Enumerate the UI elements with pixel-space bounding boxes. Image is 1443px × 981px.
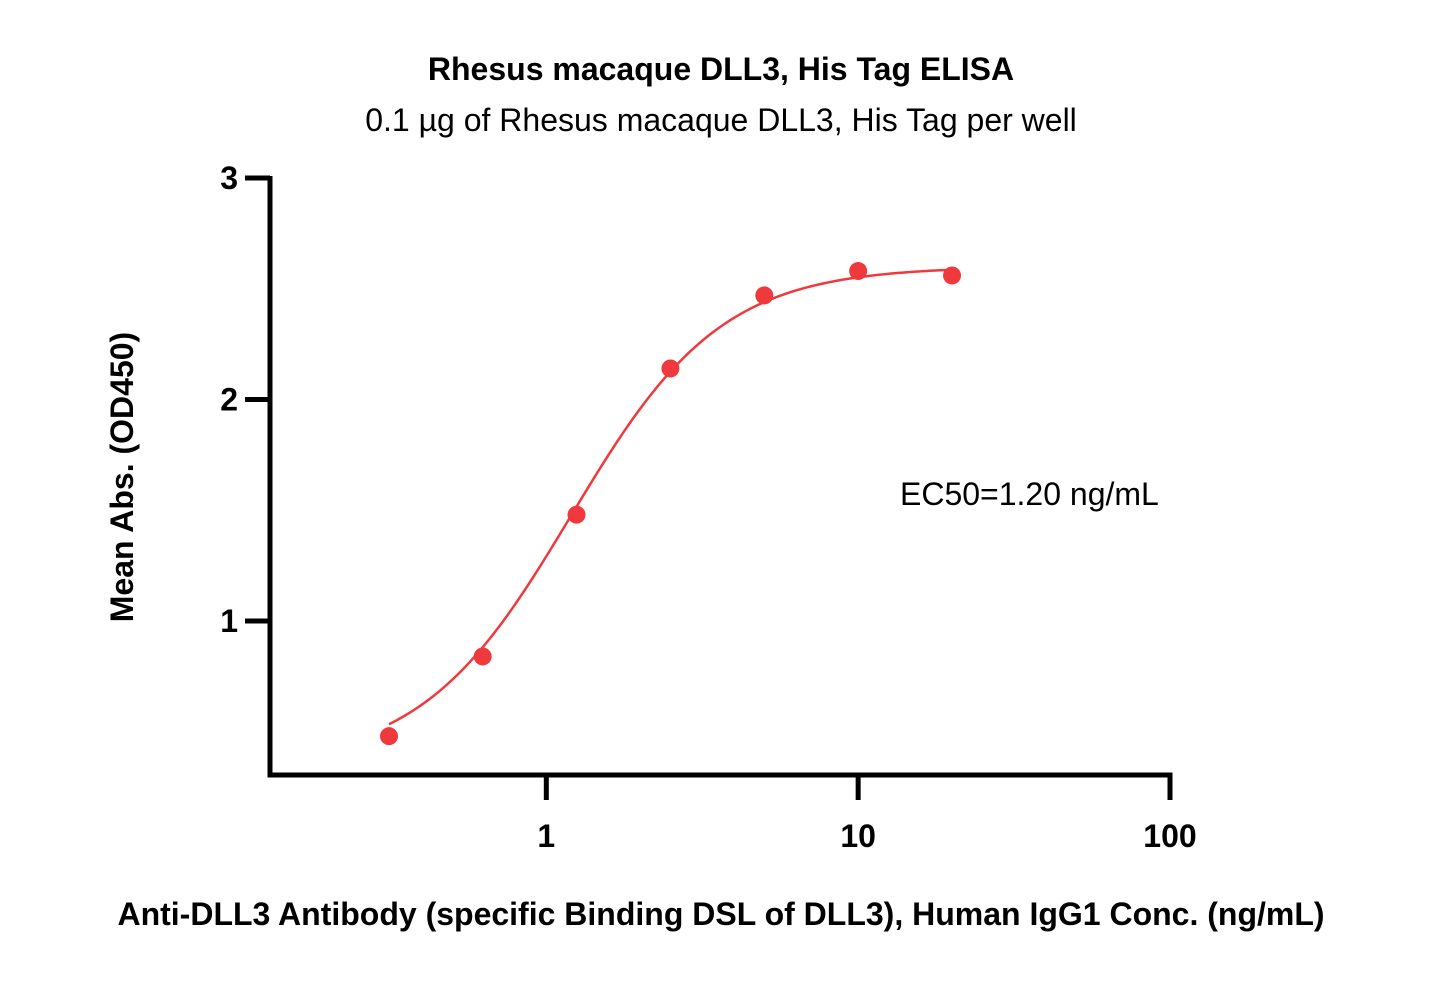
data-points [380,262,962,746]
x-tick-label-10: 10 [840,818,876,854]
y-tick-label-2: 2 [220,382,238,418]
axes [267,176,1173,778]
x-tick-label-100: 100 [1143,818,1196,854]
chart-title: Rhesus macaque DLL3, His Tag ELISA [428,51,1014,87]
tick-marks [245,175,1173,800]
x-axis-label: Anti-DLL3 Antibody (specific Binding DSL… [117,896,1324,932]
y-tick-label-1: 1 [220,603,238,639]
data-point-5 [849,262,868,281]
data-point-4 [755,286,774,305]
data-point-1 [473,647,492,666]
data-point-3 [661,359,680,378]
ec50-annotation: EC50=1.20 ng/mL [900,476,1159,512]
fit-curve [388,268,953,726]
y-tick-label-3: 3 [220,160,238,196]
tick-labels: 1 2 3 1 10 100 [220,160,1196,854]
data-point-0 [380,727,399,746]
chart-subtitle: 0.1 µg of Rhesus macaque DLL3, His Tag p… [365,102,1077,138]
data-point-6 [943,266,962,285]
y-axis-label: Mean Abs. (OD450) [104,332,140,622]
data-point-2 [567,505,586,524]
x-tick-label-1: 1 [537,818,555,854]
